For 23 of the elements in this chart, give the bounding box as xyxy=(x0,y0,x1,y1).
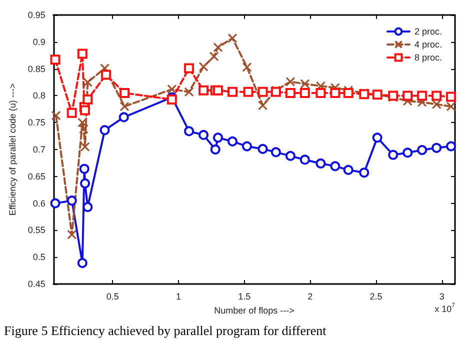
x-tick-label: 1 xyxy=(176,292,182,302)
y-tick-label: 0.8 xyxy=(32,90,46,101)
legend-label: 8 proc. xyxy=(414,52,442,62)
legend-label: 2 proc. xyxy=(414,26,442,36)
y-axis-title: Efficiency of parallel code (u) ---> xyxy=(8,83,18,216)
y-tick-label: 0.7 xyxy=(32,144,46,154)
caption: Figure 5 Efficiency achieved by parallel program for different xyxy=(4,323,327,338)
y-tick-label: 0.95 xyxy=(28,10,46,20)
x-tick-label: 1.5 xyxy=(238,292,251,302)
x-tick-label: 0.5 xyxy=(106,292,119,302)
legend-label: 4 proc. xyxy=(414,40,442,50)
y-tick-label: 0.65 xyxy=(28,171,46,182)
y-tick-label: 0.85 xyxy=(28,64,46,74)
y-tick-label: 0.45 xyxy=(28,279,46,289)
x-tick-label: 2 xyxy=(308,292,313,302)
x-axis-title: Number of flops ---> xyxy=(214,305,294,316)
y-tick-label: 0.75 xyxy=(28,118,46,128)
y-tick-label: 0.6 xyxy=(32,198,46,208)
y-tick-label: 0.55 xyxy=(28,225,46,236)
y-tick-label: 0.9 xyxy=(32,36,46,47)
x-tick-label: 3 xyxy=(439,292,444,302)
y-tick-label: 0.5 xyxy=(32,252,46,262)
x-tick-label: 2.5 xyxy=(370,292,382,302)
